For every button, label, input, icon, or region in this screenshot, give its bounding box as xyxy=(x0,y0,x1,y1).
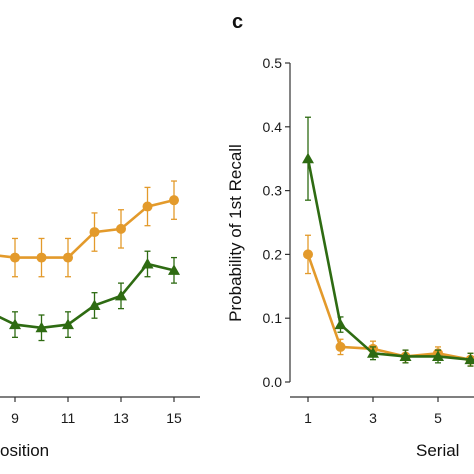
left-orange-point xyxy=(10,252,20,263)
right-green-point xyxy=(302,152,314,164)
left-x-tick-label: 11 xyxy=(61,410,76,426)
y-tick-label: 0.0 xyxy=(263,374,283,390)
left-green-point xyxy=(9,318,21,330)
left-green-point xyxy=(35,321,48,333)
x-axis-title-right: Serial xyxy=(416,441,459,460)
right-green-point xyxy=(367,347,379,358)
right-x-tick-label: 5 xyxy=(434,410,442,426)
right-x-tick-label: 1 xyxy=(304,410,312,426)
left-green-point xyxy=(62,318,74,330)
left-green-point xyxy=(141,257,154,269)
x-axis-title-left: osition xyxy=(0,441,49,460)
left-orange-point xyxy=(89,227,100,238)
left-panel: 9 11 13 15 xyxy=(0,180,200,426)
right-green-point xyxy=(432,350,444,361)
y-tick-label: 0.3 xyxy=(263,183,283,199)
right-x-tick-label: 3 xyxy=(369,410,377,426)
right-orange-series-line xyxy=(306,253,474,362)
y-tick-label: 0.2 xyxy=(263,246,283,262)
y-axis-title: Probability of 1st Recall xyxy=(226,144,245,322)
left-green-point xyxy=(88,299,101,310)
left-orange-point xyxy=(116,223,126,234)
y-tick-label: 0.4 xyxy=(263,119,283,135)
right-panel-c: 13570.00.10.20.30.40.5 xyxy=(263,55,474,426)
right-green-point xyxy=(464,353,474,365)
y-tick-label: 0.1 xyxy=(263,310,283,326)
y-tick-label: 0.5 xyxy=(263,55,283,71)
left-x-tick-label: 15 xyxy=(166,410,182,426)
right-green-series-line xyxy=(306,158,474,362)
left-orange-point xyxy=(142,201,153,212)
left-orange-point xyxy=(169,195,179,206)
left-orange-point xyxy=(63,252,73,263)
panel-letter-c: c xyxy=(232,11,243,33)
right-green-point xyxy=(399,350,412,361)
right-orange-point xyxy=(303,249,313,260)
right-green-point xyxy=(334,318,347,330)
right-orange-point xyxy=(335,341,346,352)
left-x-tick-label: 9 xyxy=(11,410,19,426)
left-green-point xyxy=(168,264,180,275)
left-green-point xyxy=(115,289,127,301)
left-orange-point xyxy=(36,252,47,263)
left-x-tick-label: 13 xyxy=(113,410,129,426)
